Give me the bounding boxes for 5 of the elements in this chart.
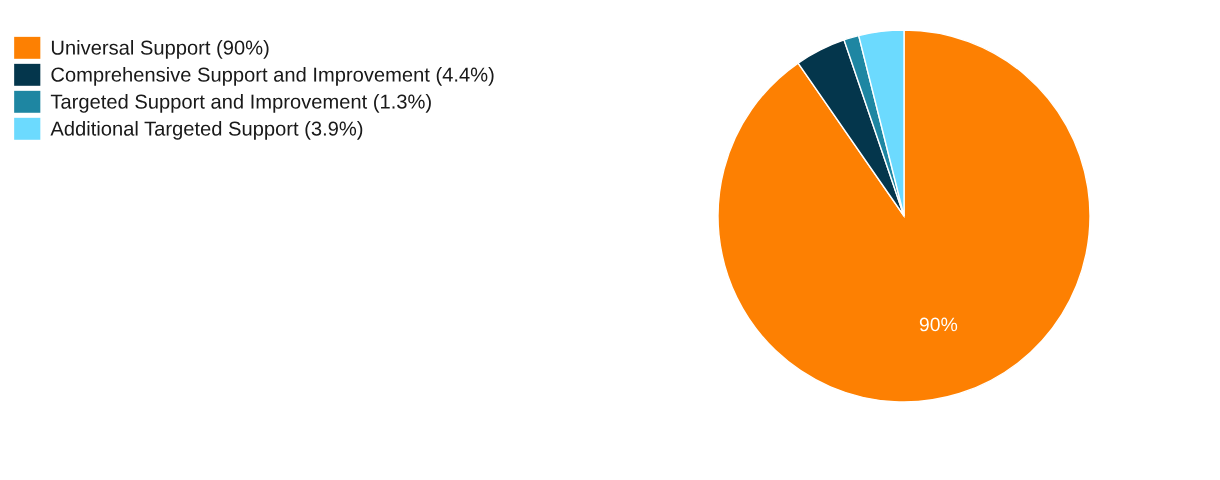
legend-label: Comprehensive Support and Improvement (4.4%): [51, 66, 494, 86]
legend-label: Additional Targeted Support (3.9%): [50, 120, 363, 140]
data-label: 90%: [919, 317, 958, 332]
legend-label: Targeted Support and Improvement (1.3%): [50, 93, 431, 113]
legend-label: Universal Support (90%): [51, 39, 269, 59]
